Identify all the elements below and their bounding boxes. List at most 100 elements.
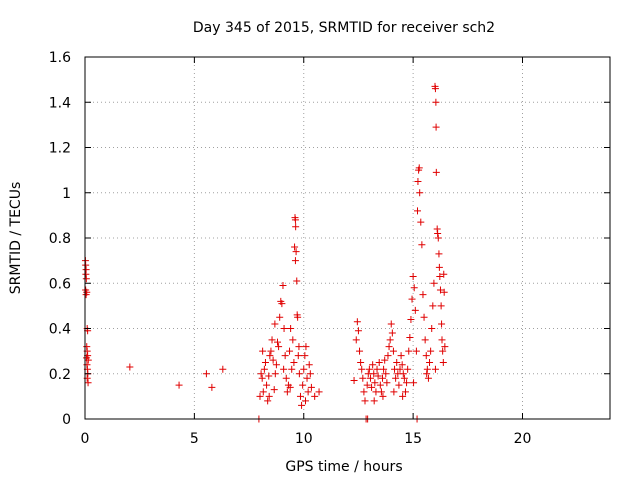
data-point bbox=[404, 365, 412, 373]
data-point bbox=[434, 229, 442, 237]
data-point bbox=[280, 365, 288, 373]
data-point bbox=[296, 392, 304, 400]
data-point bbox=[424, 374, 432, 382]
y-tick-label: 1.2 bbox=[49, 141, 71, 157]
data-point bbox=[353, 318, 361, 326]
data-point bbox=[406, 334, 414, 342]
data-point bbox=[291, 257, 299, 265]
data-point bbox=[363, 381, 371, 389]
data-point bbox=[304, 388, 312, 396]
data-point bbox=[423, 370, 431, 378]
data-point bbox=[294, 352, 302, 360]
data-point bbox=[407, 315, 415, 323]
data-point bbox=[293, 277, 301, 285]
data-point bbox=[439, 358, 447, 366]
data-point bbox=[441, 343, 449, 351]
data-point bbox=[126, 363, 134, 371]
data-point bbox=[305, 361, 313, 369]
data-point bbox=[281, 352, 289, 360]
data-point bbox=[439, 347, 447, 355]
x-tick-label: 10 bbox=[295, 431, 313, 447]
data-point bbox=[395, 381, 403, 389]
data-point bbox=[265, 372, 273, 380]
data-point bbox=[403, 379, 411, 387]
data-point bbox=[292, 248, 300, 256]
data-point bbox=[438, 320, 446, 328]
data-point bbox=[295, 343, 303, 351]
data-point bbox=[260, 365, 268, 373]
data-point bbox=[368, 383, 376, 391]
data-point bbox=[270, 386, 278, 394]
data-point bbox=[350, 377, 358, 385]
y-tick-label: 1.6 bbox=[49, 50, 71, 66]
data-point bbox=[385, 343, 393, 351]
data-point bbox=[398, 361, 406, 369]
data-point bbox=[377, 388, 385, 396]
data-point bbox=[269, 356, 277, 364]
data-point bbox=[175, 381, 183, 389]
data-point bbox=[359, 374, 367, 382]
data-point bbox=[256, 392, 264, 400]
data-points bbox=[81, 82, 449, 423]
data-point bbox=[303, 374, 311, 382]
data-point bbox=[279, 282, 287, 290]
data-point bbox=[416, 189, 424, 197]
data-point bbox=[382, 370, 390, 378]
data-point bbox=[287, 325, 295, 332]
y-tick-label: 1.4 bbox=[49, 95, 71, 111]
data-point bbox=[286, 383, 294, 391]
data-point bbox=[365, 365, 373, 373]
data-point bbox=[373, 365, 381, 373]
data-point bbox=[315, 388, 323, 396]
data-point bbox=[379, 392, 387, 400]
data-point bbox=[392, 374, 400, 382]
data-point bbox=[208, 383, 216, 391]
data-point bbox=[84, 356, 92, 364]
data-point bbox=[431, 85, 439, 93]
data-point bbox=[435, 250, 443, 258]
data-point bbox=[408, 295, 416, 303]
data-point bbox=[418, 241, 426, 249]
plot-frame bbox=[84, 56, 611, 420]
data-point bbox=[409, 272, 417, 280]
data-point bbox=[421, 336, 429, 344]
data-point bbox=[289, 336, 297, 344]
data-point bbox=[283, 388, 291, 396]
data-point bbox=[415, 164, 423, 172]
data-point bbox=[438, 336, 446, 344]
data-point bbox=[374, 372, 382, 380]
data-point bbox=[397, 352, 405, 360]
data-point bbox=[435, 263, 443, 271]
x-axis-label: GPS time / hours bbox=[285, 459, 402, 475]
data-point bbox=[432, 98, 440, 106]
data-point bbox=[440, 270, 448, 278]
data-point bbox=[300, 365, 308, 373]
y-tick-label: 0.6 bbox=[49, 276, 71, 292]
data-point bbox=[371, 379, 379, 387]
data-point bbox=[410, 379, 418, 387]
data-point bbox=[357, 358, 365, 366]
data-point bbox=[274, 338, 281, 346]
data-point bbox=[432, 168, 440, 176]
data-point bbox=[302, 397, 309, 405]
x-tick-label: 5 bbox=[190, 431, 199, 447]
data-point bbox=[375, 358, 383, 366]
data-point bbox=[400, 374, 408, 382]
data-point bbox=[381, 356, 389, 364]
data-point bbox=[356, 347, 364, 355]
data-point bbox=[422, 352, 430, 360]
y-tick-label: 0.8 bbox=[49, 231, 71, 247]
data-point bbox=[290, 358, 298, 366]
data-point bbox=[265, 392, 273, 400]
grid-lines bbox=[85, 57, 610, 419]
data-point bbox=[389, 347, 397, 355]
data-point bbox=[426, 358, 434, 366]
data-point bbox=[276, 313, 284, 321]
data-point bbox=[399, 370, 407, 378]
data-point bbox=[291, 243, 299, 251]
data-point bbox=[405, 347, 413, 355]
data-point bbox=[376, 381, 384, 389]
data-point bbox=[360, 388, 368, 396]
data-point bbox=[272, 361, 280, 369]
